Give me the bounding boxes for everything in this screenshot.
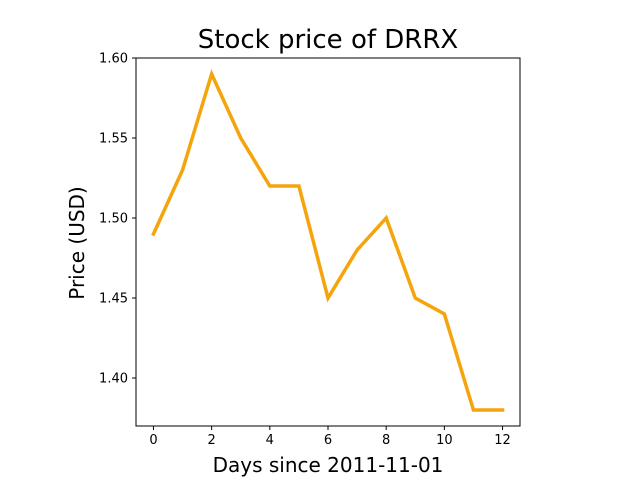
x-tick-label: 4	[266, 433, 274, 448]
x-tick-label: 8	[382, 433, 390, 448]
series-line-0	[151, 69, 505, 412]
x-axis-label: Days since 2011-11-01	[213, 453, 444, 477]
y-tick-label: 1.55	[99, 132, 128, 147]
x-tick-label: 10	[436, 433, 453, 448]
x-tick-label: 6	[324, 433, 332, 448]
x-tick-label: 12	[494, 433, 511, 448]
y-tick-label: 1.45	[99, 292, 128, 307]
y-tick-label: 1.40	[99, 372, 128, 387]
chart-title: Stock price of DRRX	[198, 25, 458, 55]
x-tick-label: 2	[207, 433, 215, 448]
y-axis: 1.40 1.45 1.50 1.55 1.60	[99, 52, 136, 387]
y-tick-label: 1.50	[99, 212, 128, 227]
y-tick-label: 1.60	[99, 52, 128, 67]
y-axis-label: Price (USD)	[65, 186, 89, 300]
x-tick-label: 0	[149, 433, 157, 448]
x-axis: 0 2 4 6 8 10 12	[149, 426, 511, 448]
